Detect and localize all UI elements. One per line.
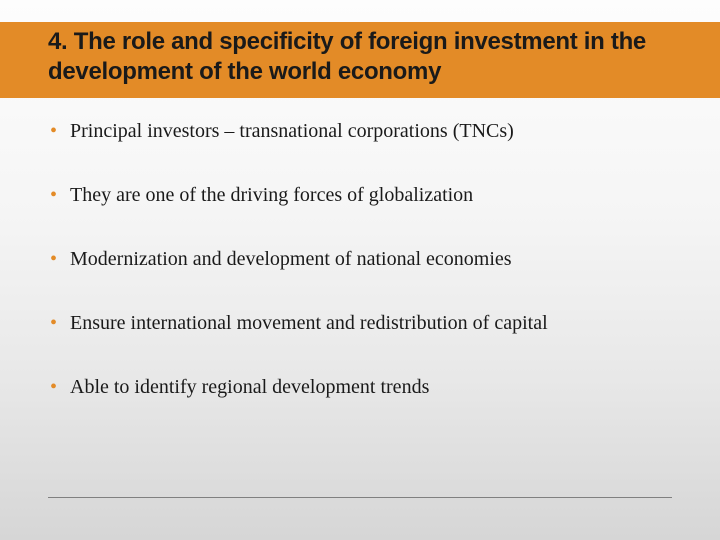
footer-divider [48,497,672,498]
bullet-item: Modernization and development of nationa… [48,246,672,272]
bullet-item: Ensure international movement and redist… [48,310,672,336]
bullet-item: They are one of the driving forces of gl… [48,182,672,208]
slide-title: 4. The role and specificity of foreign i… [48,27,672,87]
bullet-item: Able to identify regional development tr… [48,374,672,400]
slide-content: Principal investors – transnational corp… [48,118,672,438]
bullet-list: Principal investors – transnational corp… [48,118,672,400]
slide: 4. The role and specificity of foreign i… [0,0,720,540]
bullet-item: Principal investors – transnational corp… [48,118,672,144]
